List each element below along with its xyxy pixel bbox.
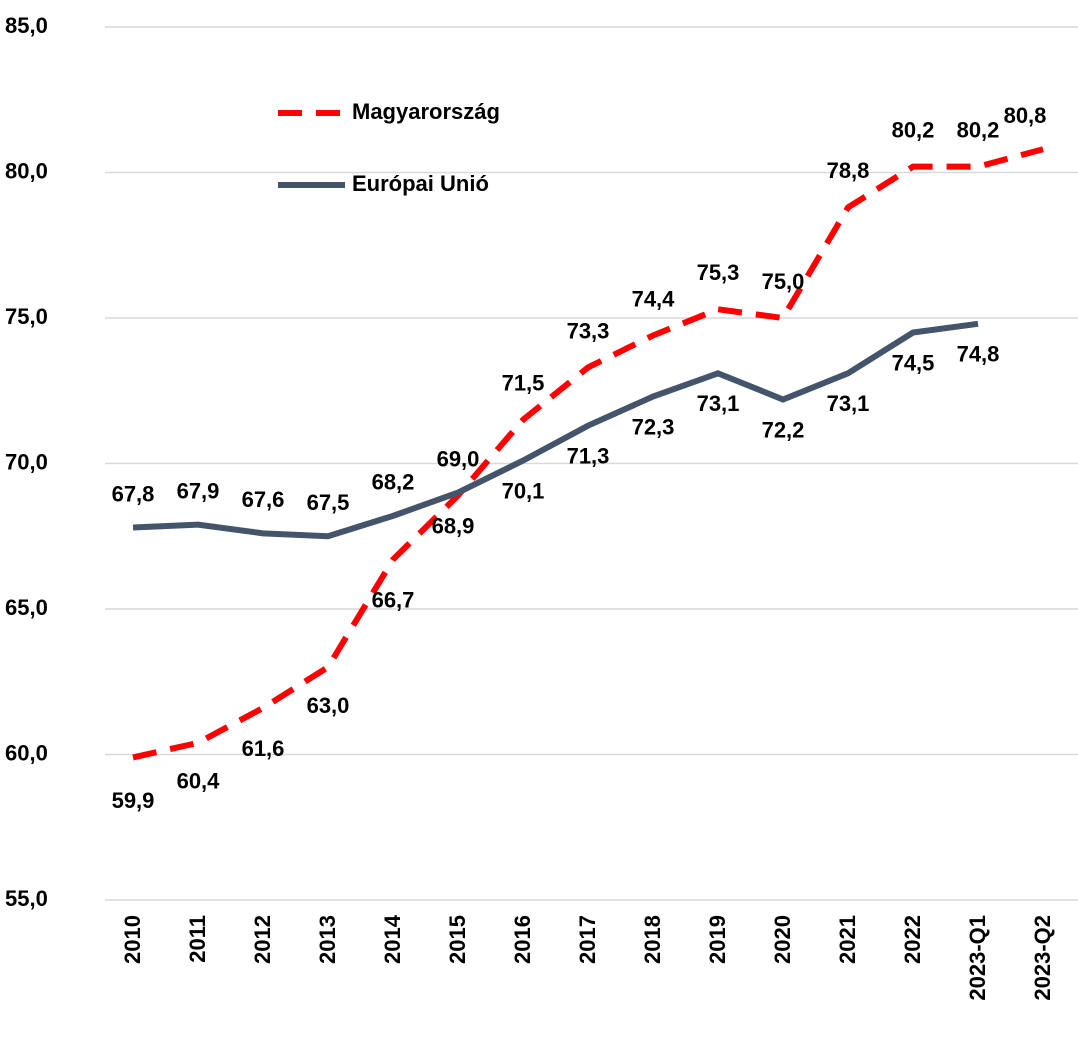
data-label: 74,5 (892, 350, 935, 375)
data-label: 73,1 (697, 391, 740, 416)
x-tick-label: 2023-Q2 (1030, 915, 1055, 1001)
x-tick-label: 2019 (705, 915, 730, 964)
data-label: 60,4 (177, 769, 221, 794)
data-label: 80,8 (1004, 103, 1047, 128)
data-label: 71,5 (502, 371, 545, 396)
x-tick-label: 2016 (510, 915, 535, 964)
data-label: 73,1 (827, 391, 870, 416)
data-label: 74,8 (957, 342, 1000, 367)
data-label: 66,7 (372, 587, 415, 612)
data-label: 67,9 (177, 478, 220, 503)
data-label: 74,4 (632, 286, 676, 311)
legend-label: Európai Unió (352, 171, 489, 196)
data-line (132, 146, 1044, 761)
data-label: 80,2 (957, 117, 1000, 142)
y-tick-label: 75,0 (5, 304, 48, 329)
x-tick-label: 2014 (380, 914, 405, 964)
data-label: 75,3 (697, 260, 740, 285)
data-label: 78,8 (827, 158, 870, 183)
x-tick-label: 2022 (900, 915, 925, 964)
x-tick-label: 2011 (185, 915, 210, 963)
x-tick-label: 2015 (445, 915, 470, 964)
data-label: 73,3 (567, 318, 610, 343)
y-tick-label: 60,0 (5, 740, 48, 765)
x-tick-label: 2020 (770, 915, 795, 964)
x-tick-label: 2021 (835, 915, 860, 964)
legend-label: Magyarország (352, 99, 500, 124)
data-label: 67,6 (242, 487, 285, 512)
data-label: 67,5 (307, 490, 350, 515)
data-label: 70,1 (502, 478, 545, 503)
y-tick-label: 85,0 (5, 13, 48, 38)
y-tick-label: 65,0 (5, 595, 48, 620)
data-label: 68,9 (432, 513, 475, 538)
y-tick-label: 70,0 (5, 449, 48, 474)
data-label: 75,0 (762, 269, 805, 294)
x-tick-label: 2018 (640, 915, 665, 964)
x-tick-label: 2023-Q1 (965, 915, 990, 1001)
data-label: 67,8 (112, 481, 155, 506)
data-label: 61,6 (242, 736, 285, 761)
data-label: 72,2 (762, 417, 805, 442)
data-label: 72,3 (632, 414, 675, 439)
data-label: 59,9 (112, 788, 155, 813)
x-tick-label: 2010 (120, 915, 145, 964)
data-label: 71,3 (567, 443, 610, 468)
data-label: 63,0 (307, 693, 350, 718)
y-tick-label: 55,0 (5, 886, 48, 911)
data-label: 69,0 (437, 446, 480, 471)
x-tick-label: 2012 (250, 915, 275, 964)
data-line (132, 320, 979, 540)
x-tick-label: 2017 (575, 915, 600, 964)
data-label: 80,2 (892, 117, 935, 142)
x-tick-label: 2013 (315, 915, 340, 964)
y-tick-label: 80,0 (5, 158, 48, 183)
data-label: 68,2 (372, 470, 415, 495)
